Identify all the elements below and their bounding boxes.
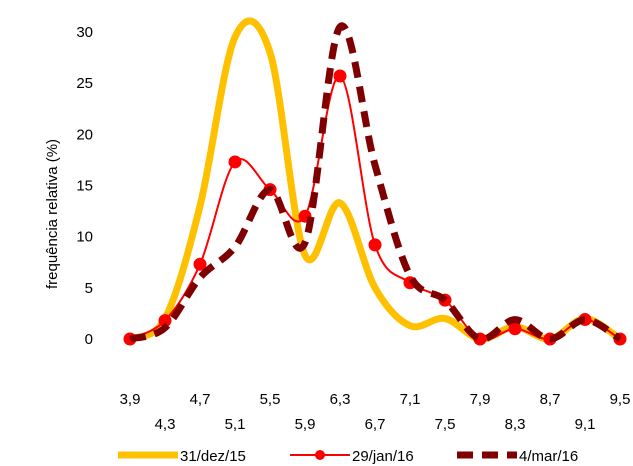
- x-tick-label: 5,5: [260, 391, 281, 408]
- series-line: [126, 17, 624, 343]
- x-tick-label: 4,3: [155, 416, 176, 433]
- x-tick-label: 8,3: [505, 416, 526, 433]
- data-point: [333, 69, 347, 83]
- y-tick-label: 5: [85, 280, 93, 297]
- y-tick-label: 20: [76, 126, 93, 143]
- data-point: [368, 238, 382, 252]
- legend: 31/dez/15 29/jan/16 4/mar/16: [118, 448, 578, 465]
- x-tick-label: 4,7: [190, 391, 211, 408]
- x-tick-label: 7,5: [435, 416, 456, 433]
- series-line: [129, 74, 621, 341]
- legend-label: 4/mar/16: [519, 448, 578, 465]
- series-lines: [123, 17, 627, 346]
- y-tick-label: 10: [76, 229, 93, 246]
- data-point: [193, 257, 207, 271]
- data-point: [508, 322, 522, 336]
- x-tick-label: 9,5: [610, 391, 631, 408]
- x-tick-label: 9,1: [575, 416, 596, 433]
- x-tick-label: 7,9: [470, 391, 491, 408]
- x-tick-label: 7,1: [400, 391, 421, 408]
- y-tick-label: 0: [85, 331, 93, 348]
- y-tick-labels: 0 5 10 15 20 25 30: [76, 24, 93, 348]
- x-tick-label: 8,7: [540, 391, 561, 408]
- y-tick-label: 25: [76, 75, 93, 92]
- data-point: [158, 314, 172, 328]
- x-tick-labels: 3,9 4,3 4,7 5,1 5,5 5,9 6,3 6,7 7,1 7,5 7,9 8,3 8,7 9…: [120, 391, 631, 433]
- data-point: [228, 155, 242, 169]
- legend-marker: [315, 450, 325, 460]
- y-tick-label: 15: [76, 178, 93, 195]
- y-tick-label: 30: [76, 24, 93, 41]
- y-axis-label: frequência relativa (%): [44, 139, 61, 289]
- legend-label: 31/dez/15: [180, 448, 246, 465]
- legend-label: 29/jan/16: [352, 448, 414, 465]
- x-tick-label: 3,9: [120, 391, 141, 408]
- x-tick-label: 6,7: [365, 416, 386, 433]
- x-tick-label: 5,1: [225, 416, 246, 433]
- series-line: [128, 22, 622, 343]
- x-tick-label: 6,3: [330, 391, 351, 408]
- x-tick-label: 5,9: [295, 416, 316, 433]
